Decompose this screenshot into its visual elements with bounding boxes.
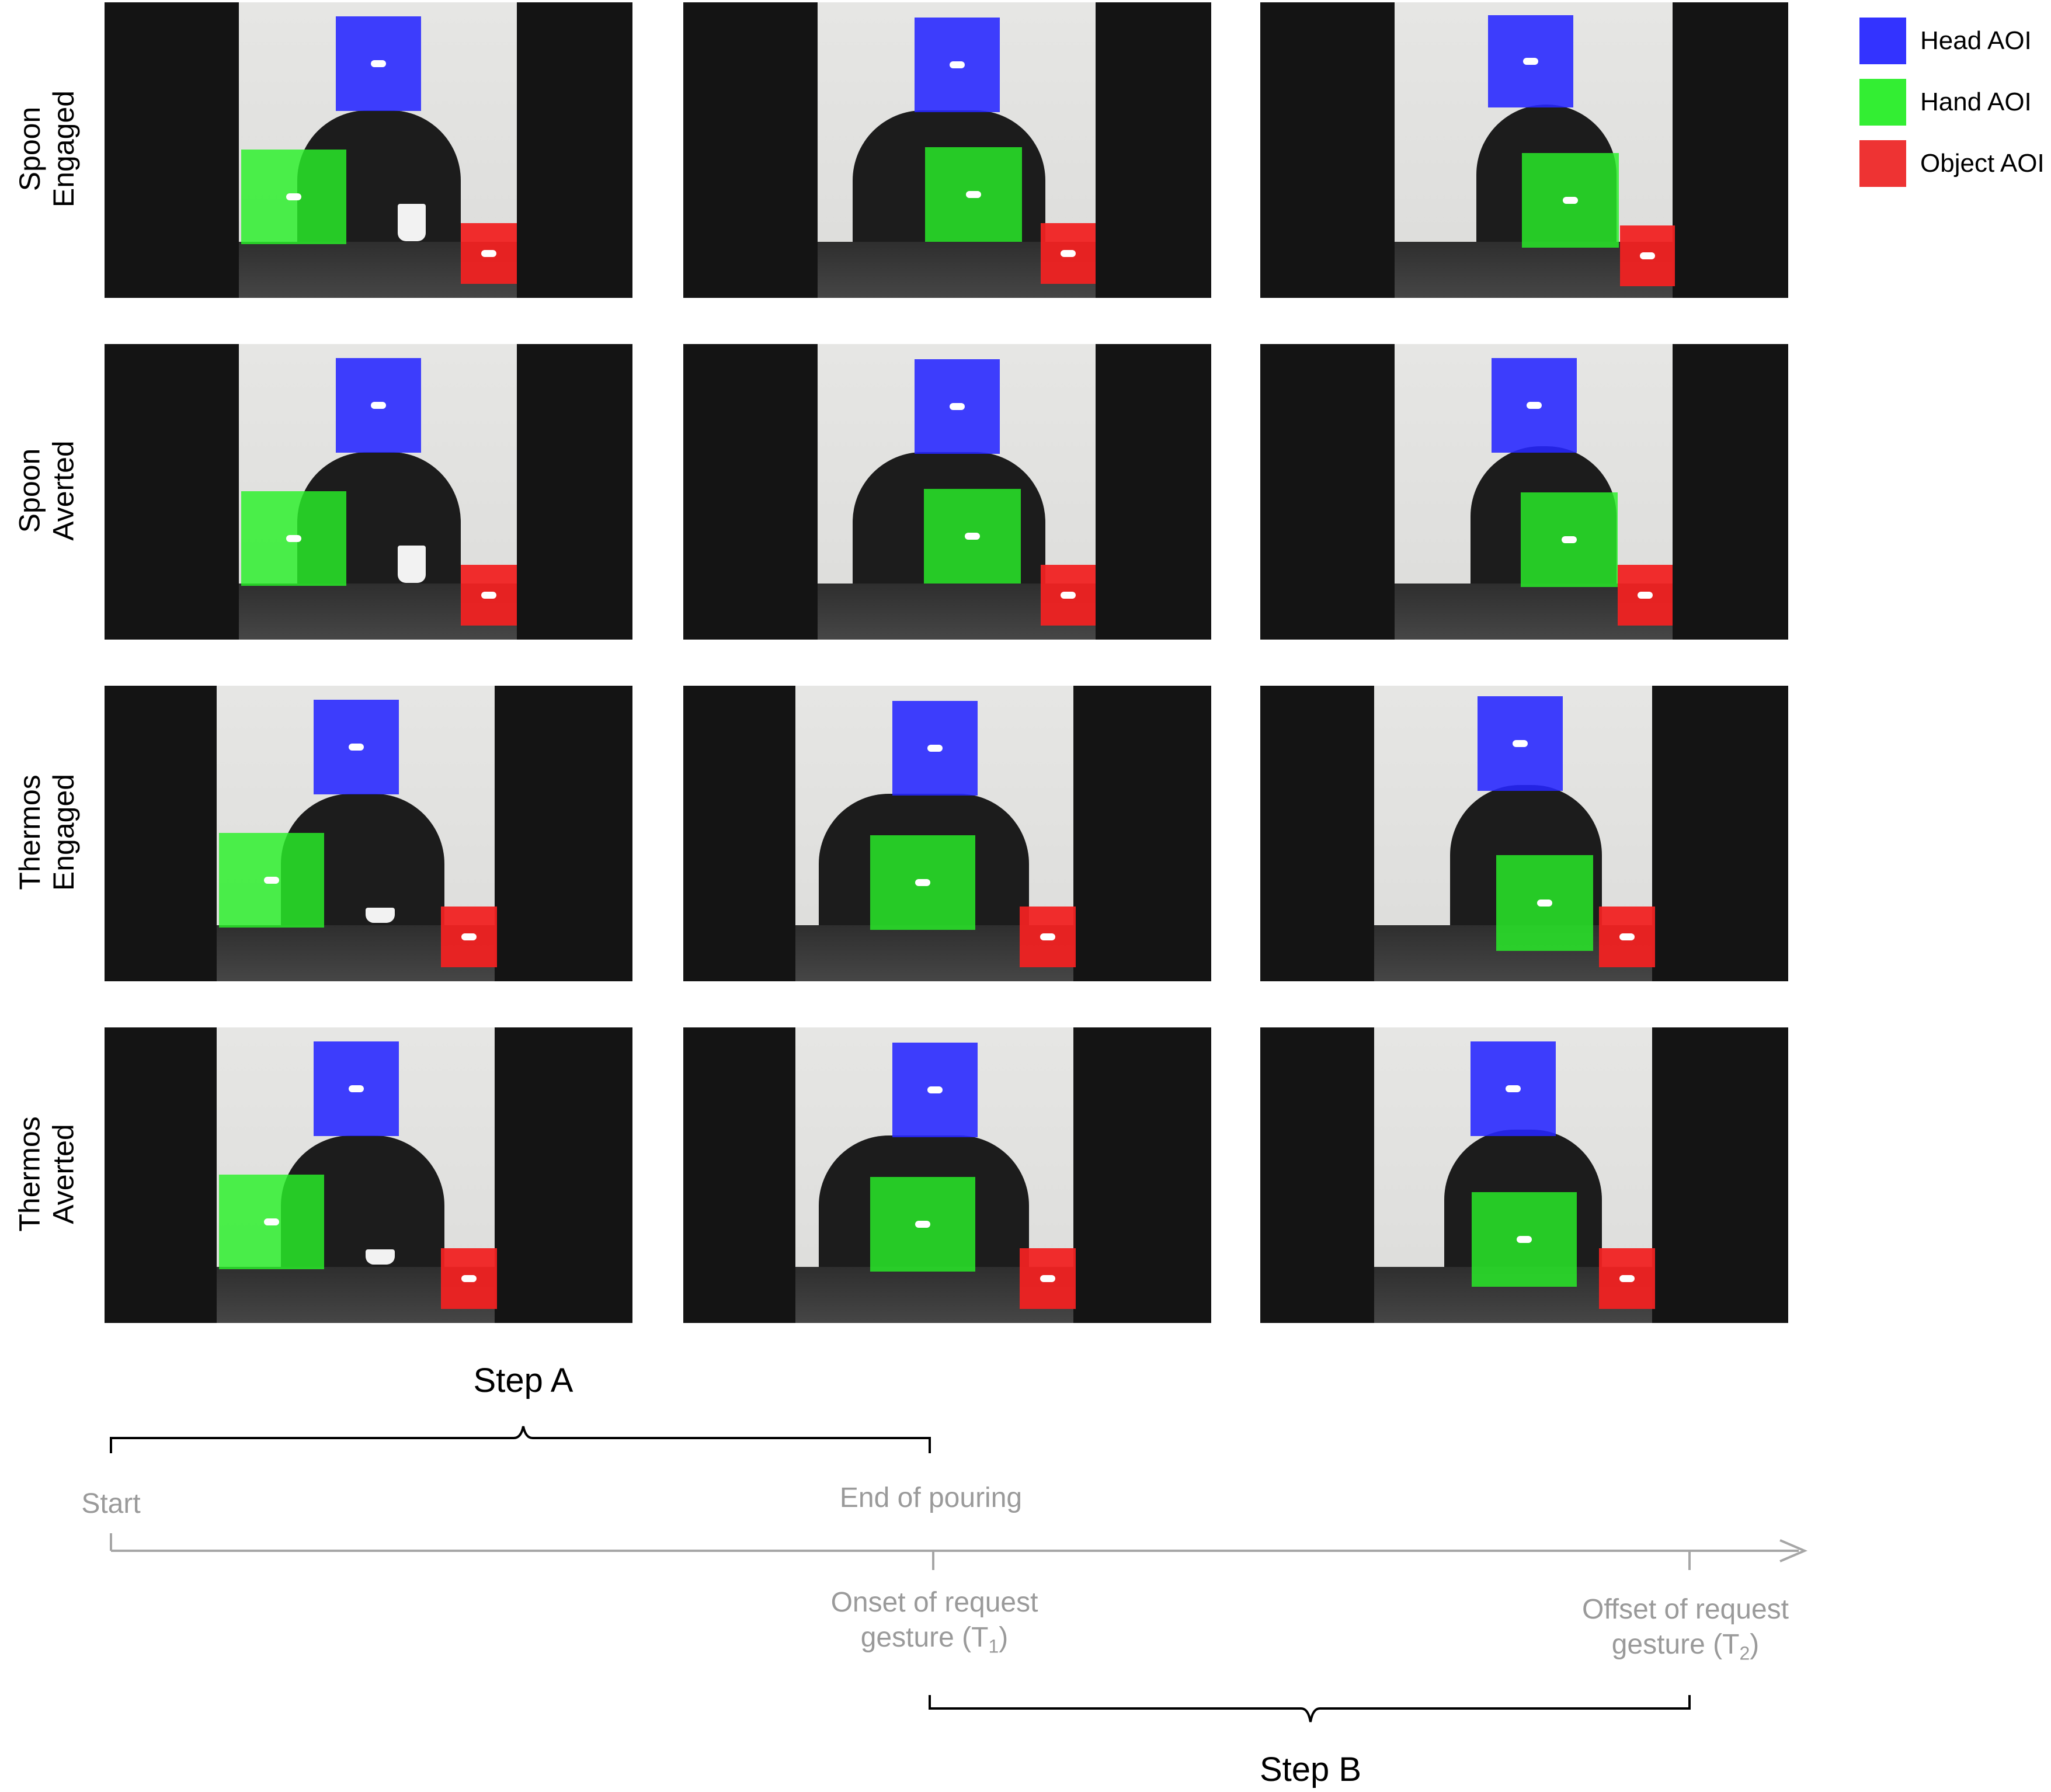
hand-aoi (870, 835, 975, 930)
video-frame-thermos-averted-2 (683, 1027, 1211, 1323)
head-aoi (336, 358, 421, 453)
object-aoi (441, 907, 497, 967)
head-aoi (1478, 696, 1563, 791)
object-aoi (441, 1248, 497, 1309)
video-frame-thermos-engaged-1 (105, 686, 632, 981)
legend-label: Hand AOI (1920, 88, 2032, 116)
legend-label: Head AOI (1920, 26, 2032, 55)
video-frame-spoon-averted-2 (683, 344, 1211, 640)
head-aoi (314, 700, 399, 794)
cup (366, 908, 395, 923)
hand-aoi (241, 150, 346, 244)
video-frame-thermos-averted-3 (1260, 1027, 1788, 1323)
hand-aoi (1522, 153, 1619, 248)
offset-label: Offset of request gesture (T2) (1510, 1592, 1861, 1671)
onset-label-line1: Onset of request (830, 1587, 1038, 1618)
object-aoi (1618, 565, 1673, 626)
legend-swatch-head (1859, 18, 1906, 64)
hand-aoi (241, 491, 346, 586)
cup (366, 1249, 395, 1265)
head-aoi (1492, 358, 1577, 453)
hand-aoi (924, 489, 1021, 584)
legend-swatch-object (1859, 140, 1906, 187)
head-aoi (1488, 15, 1573, 107)
object-aoi (1599, 907, 1655, 967)
hand-aoi (1496, 855, 1593, 951)
head-aoi (915, 359, 1000, 454)
offset-label-line2: gesture (T2) (1611, 1629, 1760, 1664)
onset-label: Onset of request gesture (T1) (759, 1585, 1110, 1664)
video-frame-spoon-engaged-2 (683, 2, 1211, 298)
object-aoi (1599, 1248, 1655, 1309)
video-frame-spoon-averted-3 (1260, 344, 1788, 640)
video-frame-thermos-averted-1 (105, 1027, 632, 1323)
video-frame-thermos-engaged-2 (683, 686, 1211, 981)
offset-label-line1: Offset of request (1582, 1594, 1789, 1625)
time-axis-arrowhead (1779, 1539, 1808, 1562)
object-aoi (1041, 223, 1096, 284)
head-aoi (915, 18, 1000, 112)
start-label: Start (81, 1488, 141, 1519)
object-aoi (1020, 1248, 1076, 1309)
legend-label: Object AOI (1920, 149, 2045, 178)
onset-label-line2: gesture (T1) (860, 1622, 1009, 1657)
object-aoi (461, 565, 517, 626)
head-aoi (1471, 1041, 1556, 1136)
object-aoi (1020, 907, 1076, 967)
video-frame-spoon-engaged-3 (1260, 2, 1788, 298)
hand-aoi (1521, 492, 1618, 587)
object-aoi (461, 223, 517, 284)
cup (398, 546, 426, 583)
step-b-label: Step B (1259, 1751, 1362, 1788)
hand-aoi (219, 1175, 324, 1269)
video-frame-spoon-engaged-1 (105, 2, 632, 298)
step-a-label: Step A (473, 1362, 573, 1399)
video-frame-spoon-averted-1 (105, 344, 632, 640)
end-of-pouring-label: End of pouring (839, 1482, 1023, 1513)
video-frame-thermos-engaged-3 (1260, 686, 1788, 981)
hand-aoi (1472, 1192, 1577, 1287)
hand-aoi (219, 833, 324, 928)
step-b-bracket (929, 1695, 1691, 1722)
step-a-bracket (110, 1426, 931, 1453)
object-aoi (1620, 225, 1675, 286)
head-aoi (892, 701, 978, 796)
legend-swatch-hand (1859, 79, 1906, 126)
object-aoi (1041, 565, 1096, 626)
head-aoi (892, 1043, 978, 1137)
cup (398, 204, 426, 241)
hand-aoi (925, 147, 1022, 242)
head-aoi (336, 16, 421, 111)
hand-aoi (870, 1177, 975, 1272)
head-aoi (314, 1041, 399, 1136)
